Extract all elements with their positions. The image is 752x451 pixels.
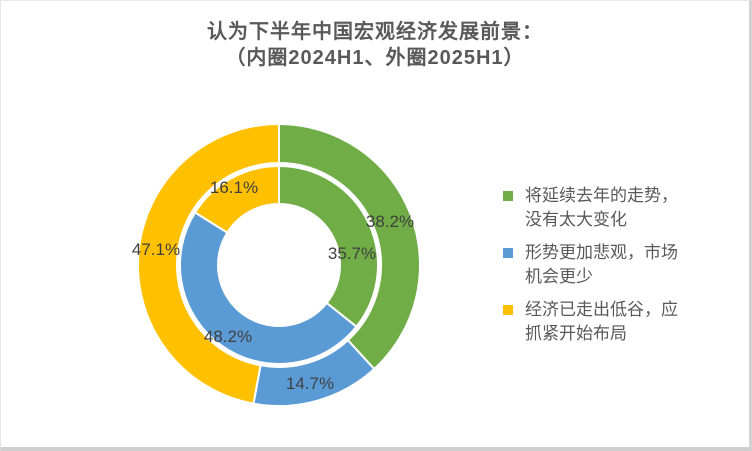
chart-title-line2: （内圈2024H1、外圈2025H1）	[225, 47, 525, 69]
legend-swatch-yellow-icon	[503, 305, 513, 315]
donut-segment-2025H1-0	[278, 122, 421, 371]
donut-segment-2024H1-0	[278, 164, 379, 329]
chart-title-line1: 认为下半年中国宏观经济发展前景：	[207, 21, 543, 43]
legend-swatch-green-icon	[503, 191, 513, 201]
donut-segment-2024H1-1	[179, 211, 358, 366]
legend-item-out-of-trough: 经济已走出低谷，应抓紧开始布局	[503, 298, 713, 346]
legend: 将延续去年的走势，没有太大变化 形势更加悲观，市场机会更少 经济已走出低谷，应抓…	[503, 184, 713, 355]
legend-item-label: 形势更加悲观，市场机会更少	[525, 243, 678, 286]
chart-title: 认为下半年中国宏观经济发展前景： （内圈2024H1、外圈2025H1）	[1, 19, 749, 71]
legend-swatch-blue-icon	[503, 248, 513, 258]
legend-item-more-pessimistic: 形势更加悲观，市场机会更少	[503, 241, 713, 289]
donut-segment-2025H1-2	[137, 122, 280, 405]
legend-item-label: 经济已走出低谷，应抓紧开始布局	[525, 300, 678, 343]
legend-item-label: 将延续去年的走势，没有太大变化	[525, 186, 678, 229]
donut-segment-2024H1-2	[193, 164, 280, 235]
legend-item-continue-trend: 将延续去年的走势，没有太大变化	[503, 184, 713, 232]
